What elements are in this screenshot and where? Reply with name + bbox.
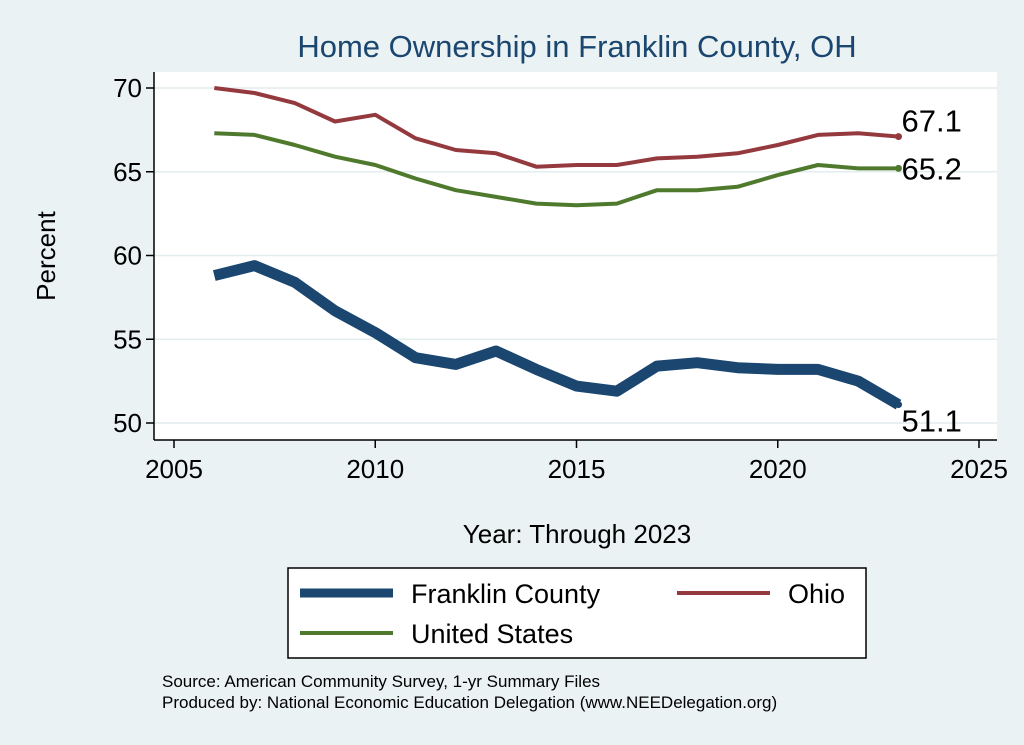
end-label-ohio: 67.1 xyxy=(902,104,962,139)
source-note: Source: American Community Survey, 1-yr … xyxy=(162,672,600,691)
end-marker-united-states xyxy=(895,164,902,172)
gridlines xyxy=(154,87,997,424)
y-tick-label-55: 55 xyxy=(113,324,142,354)
x-tick-label-2020: 2020 xyxy=(749,454,807,484)
legend-label-ohio: Ohio xyxy=(788,579,845,609)
x-tick-label-2005: 2005 xyxy=(145,454,203,484)
y-tick-label-50: 50 xyxy=(113,408,142,438)
y-tick-label-65: 65 xyxy=(113,157,142,187)
series-line-franklin-county xyxy=(212,260,902,410)
x-tick-label-2010: 2010 xyxy=(346,454,404,484)
chart-title: Home Ownership in Franklin County, OH xyxy=(297,29,856,64)
y-tick-label-60: 60 xyxy=(113,241,142,271)
end-label-united-states: 65.2 xyxy=(902,151,962,186)
producer-note: Produced by: National Economic Education… xyxy=(162,693,777,712)
end-marker-franklin-county xyxy=(895,401,902,409)
legend-label-united-states: United States xyxy=(411,619,573,649)
legend-box xyxy=(287,567,867,659)
axes: 50 55 60 65 70 2005 2010 2015 2020 2025 xyxy=(113,72,1008,484)
series-line-united-states xyxy=(214,131,899,208)
end-labels: 51.1 67.1 65.2 xyxy=(902,104,962,439)
x-tick-label-2025: 2025 xyxy=(950,454,1008,484)
end-label-franklin-county: 51.1 xyxy=(902,404,962,439)
legend: Franklin County Ohio United States xyxy=(287,567,867,659)
series-line-ohio xyxy=(214,86,899,169)
end-marker-ohio xyxy=(895,133,902,141)
y-tick-label-70: 70 xyxy=(113,73,142,103)
series-lines xyxy=(212,86,902,410)
x-tick-label-2015: 2015 xyxy=(548,454,606,484)
x-axis-label: Year: Through 2023 xyxy=(463,519,691,549)
y-axis-label: Percent xyxy=(31,210,61,300)
legend-label-franklin-county: Franklin County xyxy=(411,579,601,609)
